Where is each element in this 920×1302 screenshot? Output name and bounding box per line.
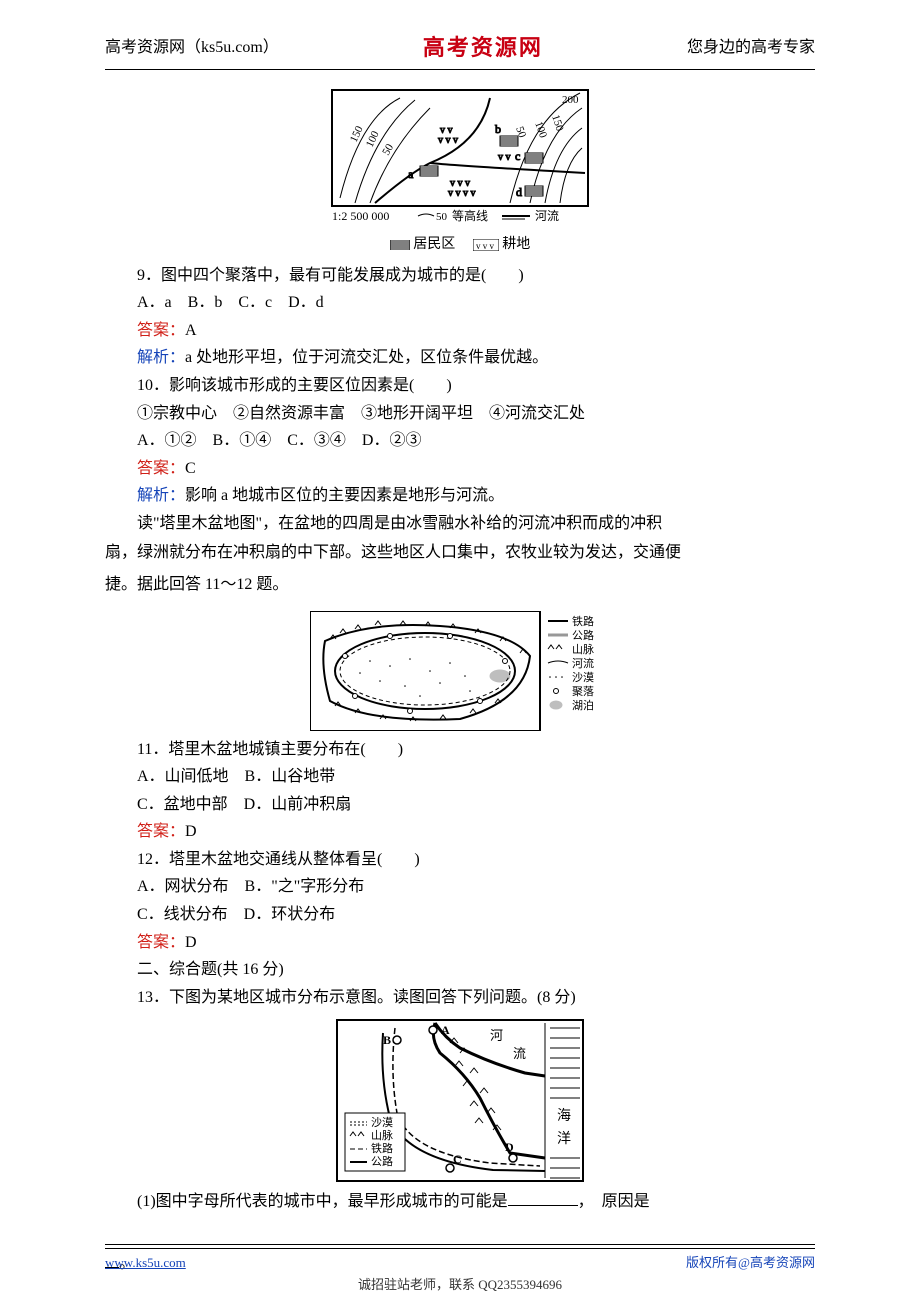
q9-options: A．a B．b C．c D．d <box>105 290 815 316</box>
page-header: 高考资源网（ks5u.com） 高考资源网 您身边的高考专家 <box>105 30 815 70</box>
svg-text:洋: 洋 <box>557 1131 571 1147</box>
svg-text:v v: v v <box>498 152 511 163</box>
section2-title: 二、综合题(共 16 分) <box>105 957 815 983</box>
q10-analysis-text: 影响 a 地城市区位的主要因素是地形与河流。 <box>185 487 504 504</box>
q10-sub: ①宗教中心 ②自然资源丰富 ③地形开阔平坦 ④河流交汇处 <box>105 401 815 427</box>
q12-answer: 答案：D <box>105 930 815 956</box>
svg-text:B: B <box>383 1033 391 1047</box>
q10-analysis-label: 解析： <box>137 487 185 504</box>
svg-text:海: 海 <box>557 1108 571 1124</box>
q11-stem: 11．塔里木盆地城镇主要分布在( ) <box>105 737 815 763</box>
q10-options: A．①② B．①④ C．③④ D．②③ <box>105 428 815 454</box>
figure-city-distribution: 海 洋 河 流 A B C D 沙漠 山脉 铁路 公路 <box>335 1018 585 1183</box>
fig1-scale: 1:2 500 000 <box>332 209 389 223</box>
q11-options-1: A．山间低地 B．山谷地带 <box>105 764 815 790</box>
fig1-farmland-label: 耕地 <box>502 237 530 252</box>
blank-field[interactable] <box>508 1190 578 1206</box>
figure-tarim-map: 铁路 公路 山脉 河流 沙漠 聚落 湖泊 <box>310 611 610 731</box>
svg-text:河流: 河流 <box>572 656 594 670</box>
svg-text:铁路: 铁路 <box>572 615 594 628</box>
footer-contact: 诚招驻站老师，联系 QQ2355394696 <box>0 1275 920 1296</box>
q12-answer-label: 答案： <box>137 934 185 951</box>
q9-stem: 9．图中四个聚落中，最有可能发展成为城市的是( ) <box>105 263 815 289</box>
q9-answer: 答案：A <box>105 318 815 344</box>
svg-text:公路: 公路 <box>572 629 594 642</box>
header-left-text: 高考资源网（ks5u.com） <box>105 35 279 61</box>
q11-options-2: C．盆地中部 D．山前冲积扇 <box>105 792 815 818</box>
svg-text:山脉: 山脉 <box>572 642 594 656</box>
svg-text:沙漠: 沙漠 <box>371 1116 393 1129</box>
passage2-line3: 捷。据此回答 11～12 题。 <box>105 569 815 601</box>
header-right-text: 您身边的高考专家 <box>687 35 815 61</box>
figure-contour-map: 150 100 50 50 100 150 200 a v v v v v v … <box>330 88 590 228</box>
q9-answer-value: A <box>185 322 197 339</box>
svg-text:d: d <box>516 185 522 199</box>
svg-text:湖泊: 湖泊 <box>572 699 594 712</box>
passage2-tail: 据此回答 11～12 题。 <box>137 576 288 593</box>
svg-text:等高线: 等高线 <box>452 208 488 223</box>
q11-answer: 答案：D <box>105 819 815 845</box>
svg-text:公路: 公路 <box>371 1155 393 1168</box>
q12-answer-value: D <box>185 934 197 951</box>
svg-text:山脉: 山脉 <box>371 1128 393 1142</box>
q12-options-2: C．线状分布 D．环状分布 <box>105 902 815 928</box>
q9-analysis: 解析：a 处地形平坦，位于河流交汇处，区位条件最优越。 <box>105 345 815 371</box>
svg-text:A: A <box>441 1023 450 1037</box>
svg-text:c: c <box>515 149 520 163</box>
svg-text:a: a <box>408 167 414 181</box>
svg-text:河流: 河流 <box>535 209 559 223</box>
passage2-line1: 读"塔里木盆地图"，在盆地的四周是由冰雪融水补给的河流冲积而成的冲积 <box>105 511 815 537</box>
q13-sub1: (1)图中字母所代表的城市中，最早形成城市的可能是 ， 原因是 <box>105 1189 815 1215</box>
figure1-caption: 居民区 v v v 耕地 <box>105 234 815 256</box>
header-center-logo: 高考资源网 <box>423 30 543 65</box>
q13-1-text-a: (1)图中字母所代表的城市中，最早形成城市的可能是 <box>137 1193 508 1210</box>
svg-text:流: 流 <box>513 1046 526 1061</box>
q9-analysis-label: 解析： <box>137 349 185 366</box>
svg-text:沙漠: 沙漠 <box>572 671 594 684</box>
q12-options-1: A．网状分布 B．"之"字形分布 <box>105 874 815 900</box>
svg-text:50: 50 <box>436 211 448 223</box>
q13-stem: 13．下图为某地区城市分布示意图。读图回答下列问题。(8 分) <box>105 985 815 1011</box>
svg-text:铁路: 铁路 <box>371 1142 393 1155</box>
q12-stem: 12．塔里木盆地交通线从整体看呈( ) <box>105 847 815 873</box>
q9-answer-label: 答案： <box>137 322 185 339</box>
svg-text:v v v v: v v v v <box>448 188 476 199</box>
svg-text:v v v: v v v <box>438 135 458 146</box>
q9-analysis-text: a 处地形平坦，位于河流交汇处，区位条件最优越。 <box>185 349 548 366</box>
passage2-bold: 捷。 <box>105 576 137 593</box>
svg-text:聚落: 聚落 <box>572 685 594 698</box>
footer-link[interactable]: www.ks5u.com <box>105 1253 186 1274</box>
page-footer: www.ks5u.com 版权所有@高考资源网 <box>105 1248 815 1274</box>
svg-text:D: D <box>505 1140 514 1154</box>
footer-copyright: 版权所有@高考资源网 <box>686 1253 815 1274</box>
q10-stem: 10．影响该城市形成的主要区位因素是( ) <box>105 373 815 399</box>
svg-text:v v v: v v v <box>476 241 495 251</box>
q13-1-text-b: ， 原因是 <box>578 1193 650 1210</box>
passage2-line2: 扇，绿洲就分布在冲积扇的中下部。这些地区人口集中，农牧业较为发达，交通便 <box>105 537 815 569</box>
q10-analysis: 解析：影响 a 地城市区位的主要因素是地形与河流。 <box>105 483 815 509</box>
fig1-village-label: 居民区 <box>413 237 455 252</box>
svg-text:C: C <box>453 1152 462 1166</box>
svg-text:河: 河 <box>490 1028 503 1043</box>
svg-text:b: b <box>495 122 501 136</box>
q11-answer-value: D <box>185 823 197 840</box>
q11-answer-label: 答案： <box>137 823 185 840</box>
svg-text:200: 200 <box>562 94 579 106</box>
long-blank-line[interactable] <box>105 1223 815 1245</box>
q10-answer-value: C <box>185 460 196 477</box>
q10-answer-label: 答案： <box>137 460 185 477</box>
q10-answer: 答案：C <box>105 456 815 482</box>
